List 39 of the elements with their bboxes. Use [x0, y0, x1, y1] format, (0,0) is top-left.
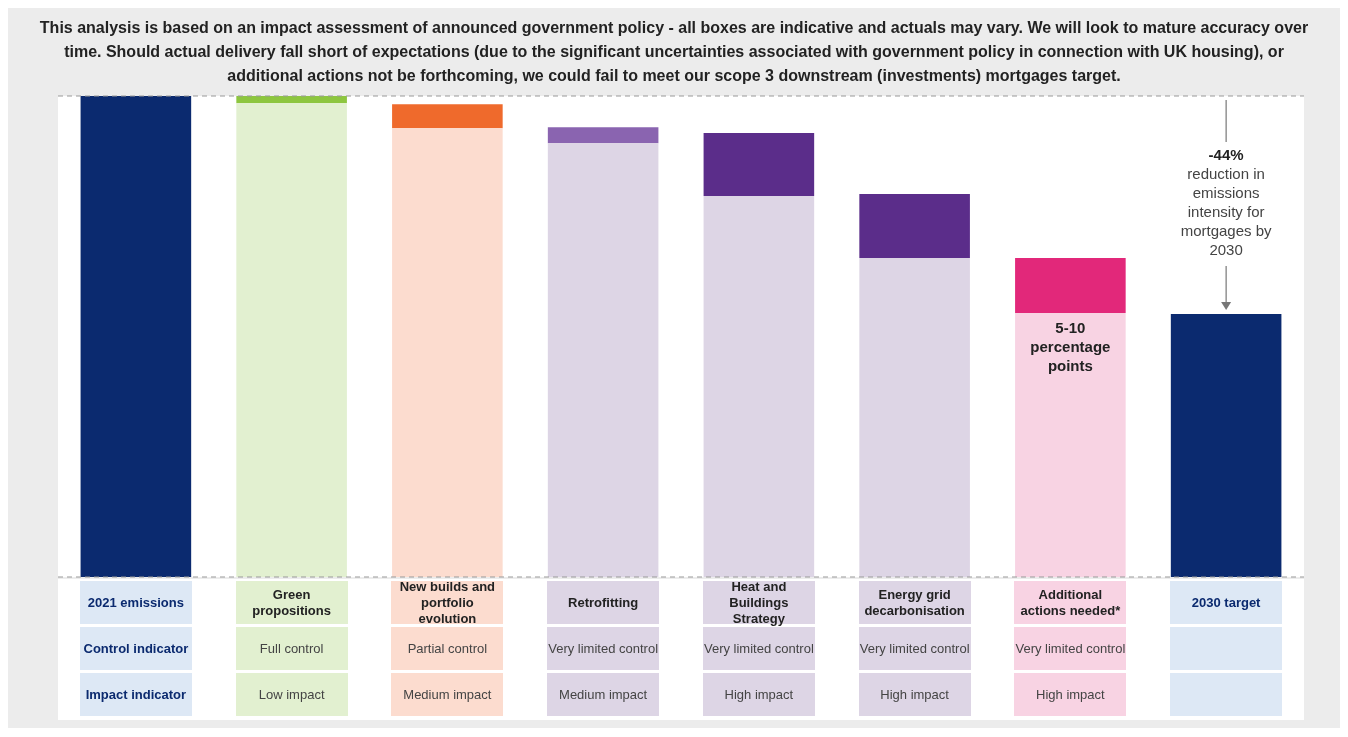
bar — [547, 127, 659, 144]
text: Medium impact — [547, 673, 660, 716]
chart-title: This analysis is based on an impact assessment of announced government policy - all boxes are indicative and actuals may vary. We will look to mature accuracy over time. Should actual delivery fall short of expectations (due to the significant uncertainties associated with government policy in connection with UK housing), or additional actions not be forthcoming, we could fail to meet our scope 3 downstream (investments) mortgages target. — [38, 18, 1310, 86]
bar — [703, 133, 815, 197]
text: Very limited control — [702, 627, 815, 670]
x-tick-label: 2021 emissions — [79, 581, 192, 624]
text: Medium impact — [391, 673, 504, 716]
x-tick-label: Energy grid decarbonisation — [858, 581, 971, 624]
text: Very limited control — [858, 627, 971, 670]
text: Low impact — [235, 673, 348, 716]
x-tick-label: Heat and Buildings Strategy — [702, 578, 815, 626]
x-tick-label: Retrofitting — [547, 581, 660, 624]
text: Partial control — [391, 627, 504, 670]
x-tick-label: Green propositions — [235, 581, 348, 624]
text: Very limited control — [1014, 627, 1127, 670]
annotation: 5-10 percentage points — [1030, 318, 1111, 374]
bar — [859, 258, 970, 577]
text: Full control — [235, 627, 348, 670]
text: High impact — [1014, 673, 1127, 716]
bar — [703, 196, 815, 577]
bar — [392, 128, 503, 577]
x-tick-label: 2030 target — [1170, 581, 1283, 624]
text: High impact — [702, 673, 815, 716]
bar — [1015, 312, 1126, 577]
text: Impact indicator — [79, 673, 192, 716]
bar — [236, 96, 347, 104]
bar — [80, 96, 192, 577]
bar — [547, 143, 659, 577]
annotation: -44% reduction in emissions intensity for mortgages by 2030 — [1180, 145, 1273, 258]
text: Control indicator — [79, 627, 192, 670]
text: Very limited control — [547, 627, 660, 670]
bar — [392, 104, 503, 129]
x-tick-label: Additional actions needed* — [1014, 581, 1127, 624]
bar — [859, 194, 970, 259]
x-tick-label: New builds and portfolio evolution — [391, 578, 504, 626]
bar — [236, 103, 347, 577]
bar — [1015, 258, 1126, 313]
bar — [1170, 313, 1282, 577]
text: High impact — [858, 673, 971, 716]
